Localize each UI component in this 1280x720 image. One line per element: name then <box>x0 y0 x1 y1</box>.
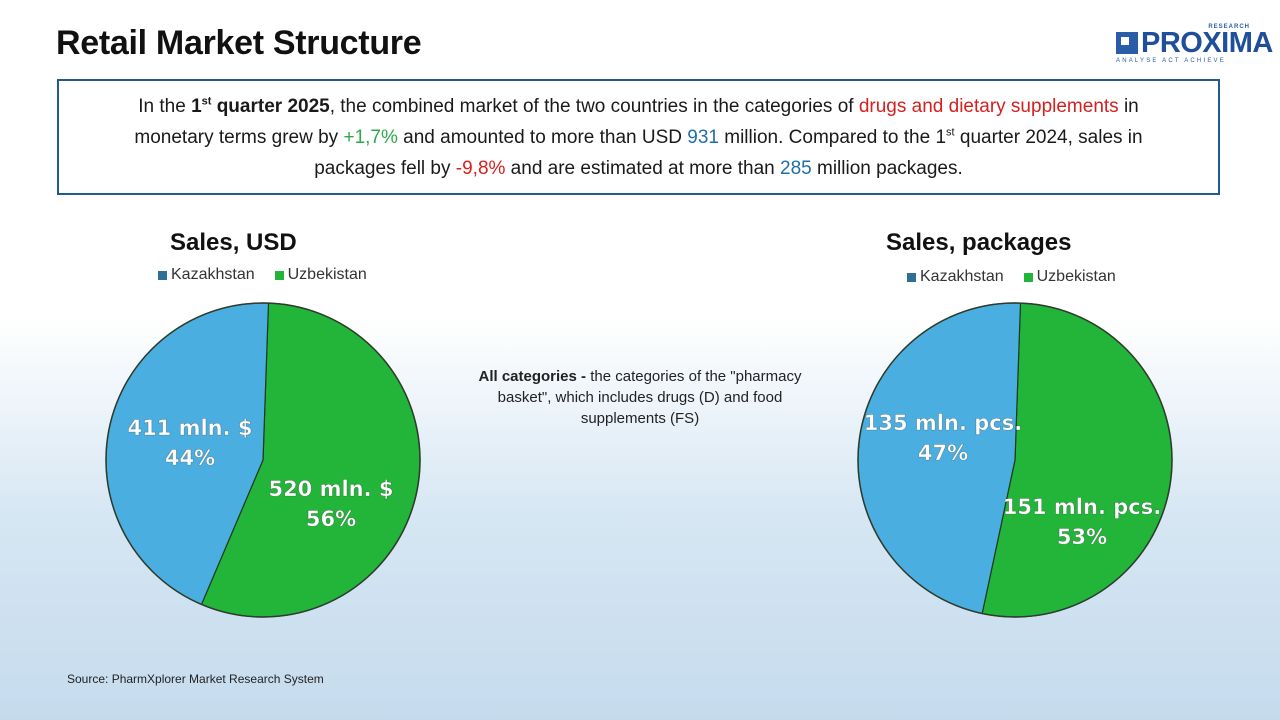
legend-label: Uzbekistan <box>1036 268 1116 285</box>
legend-item-uzbekistan: Uzbekistan <box>274 266 367 284</box>
legend-swatch-kazakhstan <box>907 272 916 282</box>
legend-item-kazakhstan: Kazakhstan <box>907 268 1004 286</box>
legend-swatch-uzbekistan <box>1023 272 1033 282</box>
summary-text: In the 1st quarter 2025, the combined ma… <box>134 95 1143 179</box>
page-title: Retail Market Structure <box>56 24 422 62</box>
chart-title-packages: Sales, packages <box>886 229 1072 256</box>
logo-square-icon <box>1116 32 1138 54</box>
summary-box: In the 1st quarter 2025, the combined ma… <box>57 79 1220 195</box>
pie-data-label: 520 mln. $ <box>268 477 393 501</box>
logo-tagline: ANALYSE ACT ACHIEVE <box>1116 58 1226 64</box>
legend-label: Kazakhstan <box>171 266 255 283</box>
legend-swatch-kazakhstan <box>158 270 167 280</box>
pie-outline <box>105 302 421 618</box>
legend-swatch-uzbekistan <box>274 270 284 280</box>
legend-packages: Kazakhstan Uzbekistan <box>907 268 1116 286</box>
logo-research-text: RESEARCH <box>1208 24 1250 30</box>
legend-item-uzbekistan: Uzbekistan <box>1023 268 1116 286</box>
logo-wordmark: PROXIMA <box>1141 27 1273 59</box>
source-note: Source: PharmXplorer Market Research Sys… <box>67 672 324 686</box>
legend-usd: Kazakhstan Uzbekistan <box>158 266 367 284</box>
pie-data-label: 56% <box>306 507 356 531</box>
pie-data-label: 411 mln. $ <box>127 416 252 440</box>
legend-item-kazakhstan: Kazakhstan <box>158 266 255 284</box>
chart-title-usd: Sales, USD <box>170 229 297 256</box>
legend-label: Kazakhstan <box>920 268 1004 285</box>
categories-note: All categories - the categories of the "… <box>478 368 802 427</box>
pie-data-label: 44% <box>165 446 215 470</box>
proxima-logo: RESEARCH PROXIMA ANALYSE ACT ACHIEVE <box>1114 24 1273 68</box>
legend-label: Uzbekistan <box>287 266 367 283</box>
